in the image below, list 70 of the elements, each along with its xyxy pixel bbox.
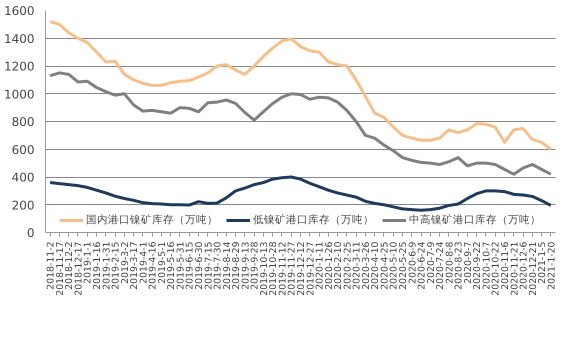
x-tick-label: 2020-11-6 (500, 241, 511, 290)
x-tick-label: 2019-7-30 (212, 241, 224, 290)
x-tick-label: 2019-3-2 (120, 241, 131, 284)
x-tick-label: 2018-11-17 (54, 241, 66, 296)
x-tick-label: 2021-1-5 (537, 241, 548, 284)
x-tick-label: 2020-5-25 (398, 241, 409, 290)
x-tick-label: 2020-4-10 (370, 241, 382, 290)
x-tick-label: 2019-2-15 (110, 241, 122, 290)
x-tick-label: 2019-11-12 (277, 241, 288, 296)
x-tick-label: 2020-12-6 (518, 241, 530, 290)
y-tick-label: 1400 (4, 32, 35, 46)
x-tick-label: 2019-8-29 (231, 241, 242, 290)
x-tick-label: 2020-1-11 (314, 241, 326, 290)
x-tick-label: 2019-1-31 (101, 241, 112, 290)
x-tick-label: 2019-10-13 (258, 241, 270, 296)
x-tick-label: 2020-2-10 (333, 241, 344, 290)
x-tick-label: 2020-7-9 (426, 241, 437, 284)
x-tick-label: 2018-12-2 (64, 241, 76, 290)
x-tick-label: 2020-9-22 (472, 241, 484, 290)
x-tick-label: 2019-5-31 (175, 241, 186, 290)
x-tick-label: 2019-9-13 (240, 241, 252, 290)
x-tick-label: 2019-1-1 (82, 241, 94, 284)
x-tick-label: 2019-3-17 (129, 241, 140, 290)
x-tick-label: 2020-2-25 (342, 241, 354, 290)
x-tick-label: 2019-12-12 (296, 241, 307, 296)
x-tick-label: 2018-11-2 (46, 241, 57, 290)
y-tick-label: 1000 (4, 87, 35, 102)
legend-label: 中高镍矿港口库存（万吨） (409, 213, 541, 227)
line-series (48, 176, 552, 212)
x-tick-label: 2019-9-28 (250, 241, 261, 290)
line-series (48, 71, 552, 176)
x-tick-label: 2020-9-7 (462, 241, 474, 284)
x-tick-label: 2020-8-8 (444, 241, 456, 284)
x-tick-label: 2019-7-15 (203, 241, 214, 290)
x-tick-label: 2020-7-24 (435, 241, 446, 290)
y-tick-label: 0 (26, 226, 35, 240)
line-series (48, 20, 552, 151)
x-tick-label: 2021-1-20 (546, 241, 558, 290)
x-tick-label: 2019-4-1 (138, 241, 150, 284)
x-tick-label: 2019-11-27 (286, 241, 298, 296)
x-tick-label: 2019-8-14 (222, 241, 233, 290)
x-tick-label: 2019-5-1 (156, 241, 168, 284)
x-tick-label: 2020-10-7 (481, 241, 492, 290)
y-tick-label: 800 (12, 115, 34, 129)
legend-label: 国内港口镍矿库存（万吨） (86, 213, 218, 227)
x-tick-label: 2019-6-30 (194, 241, 205, 290)
x-tick-label: 2020-3-26 (360, 241, 372, 290)
x-tick-label: 2019-5-16 (166, 241, 178, 290)
x-tick-label: 2019-10-28 (268, 241, 280, 296)
x-tick-label: 2020-12-21 (528, 241, 539, 296)
x-tick-label: 2020-3-11 (352, 241, 363, 290)
legend-label: 低镍矿港口库存（万吨） (253, 213, 374, 227)
x-tick-label: 2019-12-27 (305, 241, 316, 296)
y-tick-label: 600 (12, 142, 34, 157)
x-tick-label: 2020-5-10 (388, 241, 400, 290)
x-tick-label: 2020-8-23 (454, 241, 465, 290)
x-tick-label: 2020-6-24 (416, 241, 428, 290)
y-tick-label: 1200 (4, 60, 35, 74)
y-tick-label: 200 (12, 198, 34, 212)
x-tick-label: 2019-1-16 (92, 241, 103, 290)
x-tick-label: 2019-6-15 (184, 241, 196, 290)
x-tick-label: 2020-11-21 (509, 241, 520, 296)
x-tick-label: 2020-6-9 (407, 241, 418, 284)
y-tick-label: 1600 (4, 4, 35, 18)
x-tick-label: 2018-12-17 (73, 241, 84, 296)
x-tick-label: 2020-4-25 (379, 241, 390, 290)
y-tick-label: 400 (12, 170, 34, 184)
x-tick-label: 2020-1-26 (324, 241, 335, 290)
x-tick-label: 2020-10-22 (490, 241, 502, 296)
x-tick-label: 2019-4-16 (148, 241, 159, 290)
